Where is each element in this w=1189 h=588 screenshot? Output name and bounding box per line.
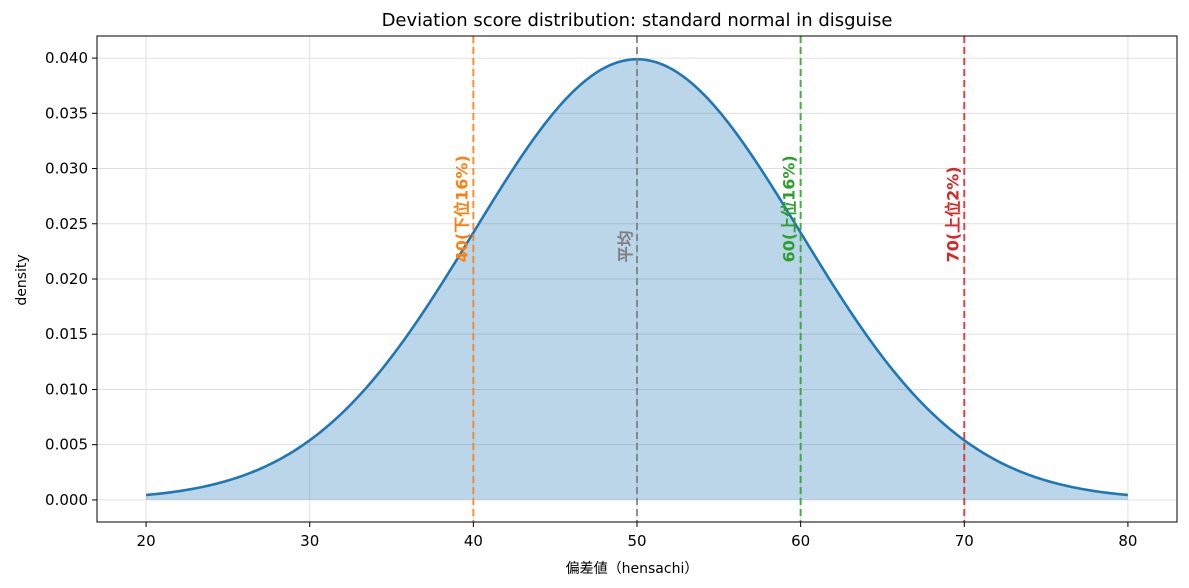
y-tick-label: 0.000	[45, 491, 88, 509]
vline-label-40: 40(下位16%)	[452, 155, 471, 262]
y-tick-label: 0.015	[45, 325, 88, 343]
y-axis-ticks: 0.000 0.005 0.010 0.015 0.020 0.025 0.030 0.035…	[45, 49, 97, 509]
chart-title: Deviation score distribution: standard n…	[382, 10, 893, 31]
y-tick-label: 0.005	[45, 436, 88, 454]
x-tick-label: 70	[955, 532, 974, 550]
y-axis-label: density	[14, 254, 30, 305]
vline-label-60: 60(上位16%)	[780, 155, 799, 262]
vline-label-70: 70(上位2%)	[943, 166, 962, 262]
y-tick-label: 0.025	[45, 215, 88, 233]
vline-label-50: 平均	[616, 230, 635, 262]
reference-lines: 40(下位16%) 平均 60(上位16%) 70(上位2%)	[452, 36, 966, 522]
x-tick-label: 60	[791, 532, 810, 550]
y-tick-label: 0.035	[45, 104, 88, 122]
x-tick-label: 80	[1118, 532, 1137, 550]
x-axis-ticks: 20 30 40 50 60 70 80	[137, 522, 1137, 550]
y-tick-label: 0.040	[45, 49, 88, 67]
x-tick-label: 50	[627, 532, 646, 550]
x-tick-label: 40	[464, 532, 483, 550]
y-tick-label: 0.010	[45, 380, 88, 398]
x-tick-label: 30	[300, 532, 319, 550]
y-tick-label: 0.030	[45, 160, 88, 178]
y-tick-label: 0.020	[45, 270, 88, 288]
x-tick-label: 20	[137, 532, 156, 550]
x-axis-label: 偏差値（hensachi）	[566, 561, 699, 577]
